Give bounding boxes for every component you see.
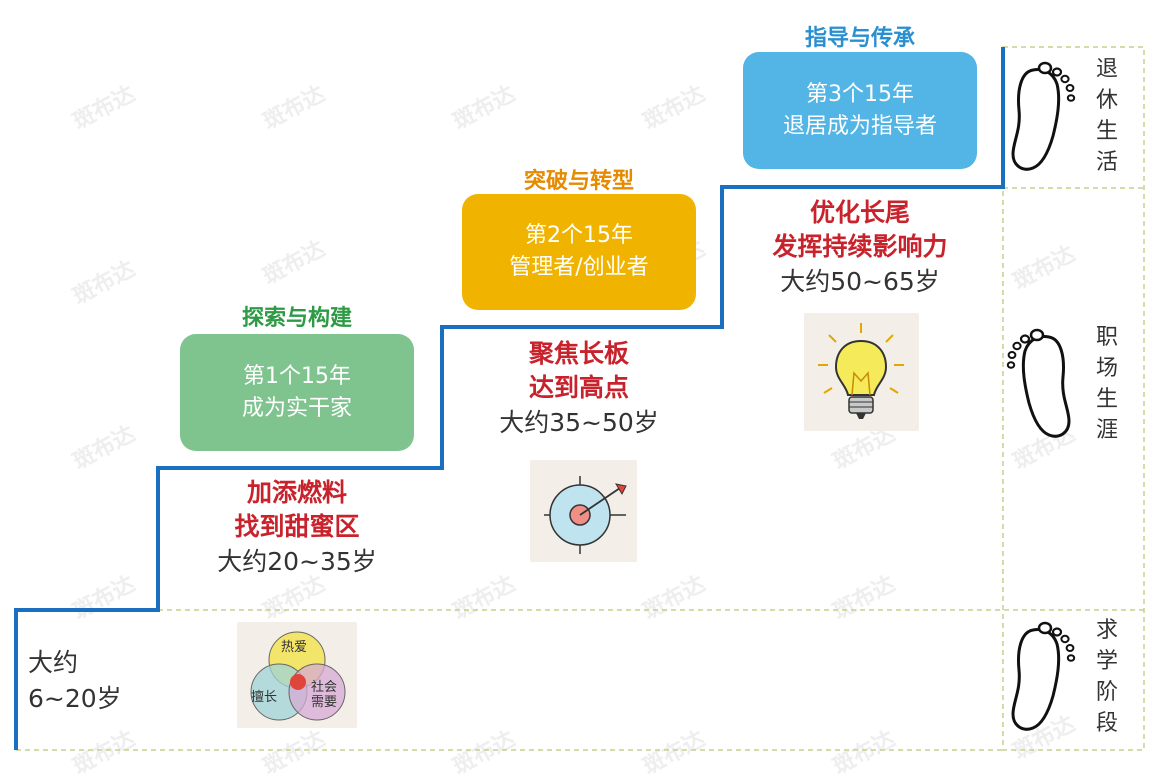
venn-top-label: 热爱 — [281, 640, 308, 655]
venn-left-label: 擅长 — [251, 690, 278, 705]
stage1-theme: 探索与构建 — [241, 306, 352, 331]
footprint-icon-career — [1006, 328, 1071, 438]
student-line1: 大约 — [28, 648, 79, 677]
stage2-red-line1: 聚焦长板 — [528, 339, 629, 368]
side-panel-border — [1002, 46, 1145, 751]
stage3-box: 第3个15年 退居成为指导者 — [743, 52, 977, 169]
venn-right-line2: 需要 — [311, 695, 338, 710]
target-icon — [544, 476, 627, 554]
stage2-theme: 突破与转型 — [523, 169, 634, 194]
student-age-label: 大约 6~20岁 — [28, 645, 122, 717]
stage3-red-line1: 优化长尾 — [809, 198, 910, 227]
side-label-retirement: 退 休 生 活 — [1095, 57, 1118, 175]
stage2-description: 聚焦长板 达到高点 大约35~50岁 — [462, 337, 696, 441]
stage1-box-line2: 成为实干家 — [241, 395, 352, 421]
stage1-red-line2: 找到甜蜜区 — [234, 512, 360, 541]
stage1-box: 第1个15年 成为实干家 — [180, 334, 414, 451]
venn-diagram-image: 热爱 擅长 社会 需要 — [237, 622, 357, 728]
stage3-description: 优化长尾 发挥持续影响力 大约50~65岁 — [743, 196, 977, 300]
venn-right-line1: 社会 — [311, 680, 338, 695]
student-line2: 6~20岁 — [28, 684, 122, 713]
stage3-theme: 指导与传承 — [804, 26, 915, 51]
side-label-career: 职 场 生 涯 — [1095, 325, 1118, 443]
career-staircase — [14, 47, 1005, 750]
stage2-box-line1: 第2个15年 — [525, 223, 633, 248]
stage3-age: 大约50~65岁 — [780, 267, 940, 296]
stage3-box-line1: 第3个15年 — [806, 81, 914, 107]
stage1-age: 大约20~35岁 — [217, 547, 377, 576]
stage2-age: 大约35~50岁 — [499, 408, 659, 437]
stage2-box-line2: 管理者/创业者 — [509, 255, 649, 280]
lightbulb-image — [804, 313, 919, 431]
target-image — [530, 460, 637, 562]
stage1-red-line1: 加添燃料 — [246, 478, 347, 507]
stage2-box: 第2个15年 管理者/创业者 — [462, 194, 696, 310]
footprint-icon-study — [1011, 621, 1076, 731]
footprint-icon-retirement — [1011, 61, 1076, 171]
lightbulb-icon — [818, 323, 904, 419]
stage3-box-line2: 退居成为指导者 — [782, 113, 937, 139]
stage1-description: 加添燃料 找到甜蜜区 大约20~35岁 — [180, 476, 414, 580]
venn-diagram-graphic — [250, 631, 346, 721]
stage2-red-line2: 达到高点 — [528, 373, 629, 402]
stage1-box-line1: 第1个15年 — [243, 363, 351, 389]
side-label-study: 求 学 阶 段 — [1095, 618, 1118, 736]
venn-right-label: 社会 需要 — [311, 680, 337, 710]
stage3-red-line2: 发挥持续影响力 — [772, 232, 948, 261]
